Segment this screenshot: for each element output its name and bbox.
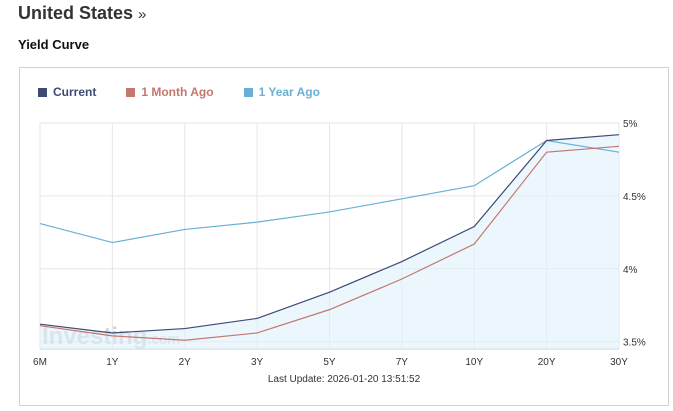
chart-plot: 3.5%4%4.5%5%6M1Y2Y3Y5Y7Y10Y20Y30YInvesti… [33, 119, 646, 368]
y-tick-label: 4.5% [623, 192, 646, 203]
legend-swatch-icon [243, 87, 253, 97]
x-tick-label: 6M [33, 357, 47, 368]
series-line-1-year-ago[interactable] [39, 139, 620, 244]
x-tick-label: 7Y [396, 357, 409, 368]
x-tick-label: 20Y [538, 357, 556, 368]
y-tick-label: 3.5% [623, 338, 646, 349]
x-tick-label: 5Y [323, 357, 336, 368]
y-tick-label: 5% [623, 119, 638, 130]
legend-item-1-month-ago[interactable]: 1 Month Ago [126, 85, 214, 99]
legend-label: 1 Month Ago [141, 85, 214, 99]
legend-swatch-icon [38, 87, 47, 97]
section-title: Yield Curve [18, 37, 90, 52]
series-line-1-month-ago[interactable] [39, 145, 620, 341]
page-title-text[interactable]: United States [18, 3, 134, 23]
yield-curve-chart: Current 1 Month Ago 1 Year Ago 3.5% 4% 4.5% 5… [19, 67, 669, 406]
chart-legend: Current 1 Month Ago 1 Year Ago [38, 85, 350, 99]
legend-swatch-icon [126, 87, 136, 97]
legend-item-current[interactable]: Current [38, 85, 96, 99]
x-tick-label: 10Y [465, 357, 483, 368]
x-tick-label: 3Y [251, 357, 264, 368]
page-title[interactable]: United States» [18, 3, 146, 24]
legend-label: 1 Year Ago [258, 85, 320, 99]
legend-item-1-year-ago[interactable]: 1 Year Ago [243, 85, 320, 99]
x-tick-label: 30Y [610, 357, 628, 368]
y-tick-label: 4% [623, 265, 638, 276]
x-tick-label: 2Y [179, 357, 192, 368]
series-area-current [40, 134, 619, 349]
title-chevron-icon[interactable]: » [138, 6, 147, 23]
series-line-current[interactable] [39, 134, 620, 334]
last-update-text: Last Update: 2026-01-20 13:51:52 [267, 374, 421, 385]
legend-label: Current [53, 85, 97, 99]
x-tick-label: 1Y [106, 357, 119, 368]
